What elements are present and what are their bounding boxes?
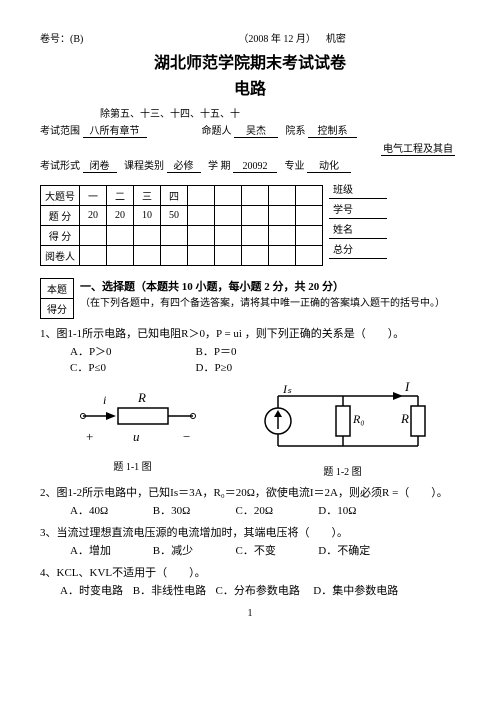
score-box-b: 得分 xyxy=(41,299,74,319)
q4-d: D．集中参数电路 xyxy=(313,582,408,598)
term-value: 20092 xyxy=(233,161,277,173)
scope-value: 八所有章节 xyxy=(83,122,147,138)
q3-d: D．不确定 xyxy=(318,542,398,558)
major-label: 专业 xyxy=(285,161,305,172)
q2-opts: A．40Ω B．30Ω C．20Ω D．10Ω xyxy=(70,502,460,518)
figure-row: i R + u − 题 1-1 图 xyxy=(40,381,460,478)
paper-no: 卷号：(B) xyxy=(40,34,83,45)
fig-1-2-caption: 题 1-2 图 xyxy=(253,463,433,478)
q3-b: B．减少 xyxy=(153,542,233,558)
grade-row-1: 大题号一二三四 xyxy=(41,186,323,206)
q1-c: C．P≤0 xyxy=(70,359,160,375)
q1-opts-row1: A．P＞0 B．P＝0 xyxy=(70,343,460,359)
side-name: 姓名 xyxy=(329,219,387,239)
q2-b: B．30Ω xyxy=(153,502,233,518)
svg-text:i: i xyxy=(103,393,106,407)
grade-table: 大题号一二三四 题 分20201050 得 分 阅卷人 xyxy=(40,185,323,266)
circuit-1-2-svg: Iₛ R₀ R I xyxy=(253,381,433,461)
svg-text:+: + xyxy=(86,429,93,444)
q4-c: C．分布参数电路 xyxy=(216,582,311,598)
dept-label: 院系 xyxy=(286,126,306,137)
type-label: 课程类别 xyxy=(124,161,164,172)
title-school: 湖北师范学院期末考试试卷 xyxy=(40,49,460,73)
svg-text:−: − xyxy=(183,429,190,444)
q4-text: 4、KCL、KVL不适用于（ ）。 xyxy=(40,564,460,580)
grade-row-4: 阅卷人 xyxy=(41,246,323,266)
q2-d: D．10Ω xyxy=(318,502,398,518)
q4-b: B．非线性电路 xyxy=(133,582,213,598)
author-value: 吴杰 xyxy=(234,122,278,138)
form-label: 考试形式 xyxy=(40,161,80,172)
date: （2008 年 12 月） xyxy=(238,34,316,45)
term-label: 学 期 xyxy=(208,161,231,172)
q2-text: 2、图1-2所示电路中，已知Is＝3A，R₀＝20Ω，欲使电流I＝2A，则必须R… xyxy=(40,484,460,500)
q4-a: A．时变电路 xyxy=(60,582,130,598)
scope-label: 考试范围 xyxy=(40,126,80,137)
grade-row-2: 题 分20201050 xyxy=(41,206,323,226)
q1-text: 1、图1-1所示电路，已知电阻R＞0，P = ui ，则下列正确的关系是（ ）。 xyxy=(40,325,460,341)
header-line: 卷号：(B) （2008 年 12 月） 机密 xyxy=(40,30,460,45)
circuit-1-1-svg: i R + u − xyxy=(68,386,198,456)
q1-d: D．P≥0 xyxy=(196,359,286,375)
major-value: 动化 xyxy=(307,157,351,173)
scope-extra: 除第五、十三、十四、十五、十 xyxy=(100,105,460,120)
fig-1-1-caption: 题 1-1 图 xyxy=(68,458,198,473)
score-box-a: 本题 xyxy=(41,279,74,299)
q2-a: A．40Ω xyxy=(70,502,150,518)
info-row-major-cont: 电气工程及其自 xyxy=(40,140,455,155)
type-value: 必修 xyxy=(167,157,201,173)
side-info: 班级 学号 姓名 总分 xyxy=(329,179,387,259)
major-value-top: 电气工程及其自 xyxy=(381,144,455,156)
page-number: 1 xyxy=(40,608,460,619)
figure-1-1: i R + u − 题 1-1 图 xyxy=(68,386,198,473)
q3-opts: A．增加 B．减少 C．不变 D．不确定 xyxy=(70,542,460,558)
score-box: 本题 得分 xyxy=(40,278,74,319)
svg-text:Iₛ: Iₛ xyxy=(282,382,292,396)
dept-value: 控制系 xyxy=(308,122,357,138)
q1-a: A．P＞0 xyxy=(70,343,160,359)
q1-opts-row2: C．P≤0 D．P≥0 xyxy=(70,359,460,375)
q1-b: B．P＝0 xyxy=(196,343,286,359)
author-label: 命题人 xyxy=(202,126,232,137)
info-row-1: 考试范围 八所有章节 命题人 吴杰 院系 控制系 xyxy=(40,122,460,138)
section-1-sub: （在下列各题中，有四个备选答案，请将其中唯一正确的答案填入题干的括号中。） xyxy=(80,294,460,309)
title-subject: 电路 xyxy=(40,75,460,99)
section-1-title: 一、选择题（本题共 10 小题，每小题 2 分，共 20 分） xyxy=(80,278,460,294)
q4-opts: A．时变电路 B．非线性电路 C．分布参数电路 D．集中参数电路 xyxy=(60,582,460,598)
side-class: 班级 xyxy=(329,179,387,199)
q3-a: A．增加 xyxy=(70,542,150,558)
form-value: 闭卷 xyxy=(83,157,117,173)
q3-c: C．不变 xyxy=(236,542,316,558)
svg-text:R: R xyxy=(137,390,146,405)
figure-1-2: Iₛ R₀ R I 题 1-2 图 xyxy=(253,381,433,478)
svg-text:R₀: R₀ xyxy=(352,412,365,426)
info-row-2: 考试形式 闭卷 课程类别 必修 学 期 20092 专业 动化 xyxy=(40,157,460,173)
q3-text: 3、当流过理想直流电压源的电流增加时，其端电压将（ ）。 xyxy=(40,524,460,540)
grade-row-3: 得 分 xyxy=(41,226,323,246)
q2-c: C．20Ω xyxy=(236,502,316,518)
side-total: 总分 xyxy=(329,239,387,259)
secret: 机密 xyxy=(326,34,346,45)
svg-text:I: I xyxy=(404,381,410,394)
svg-text:u: u xyxy=(133,429,140,444)
svg-text:R: R xyxy=(400,411,409,426)
side-id: 学号 xyxy=(329,199,387,219)
